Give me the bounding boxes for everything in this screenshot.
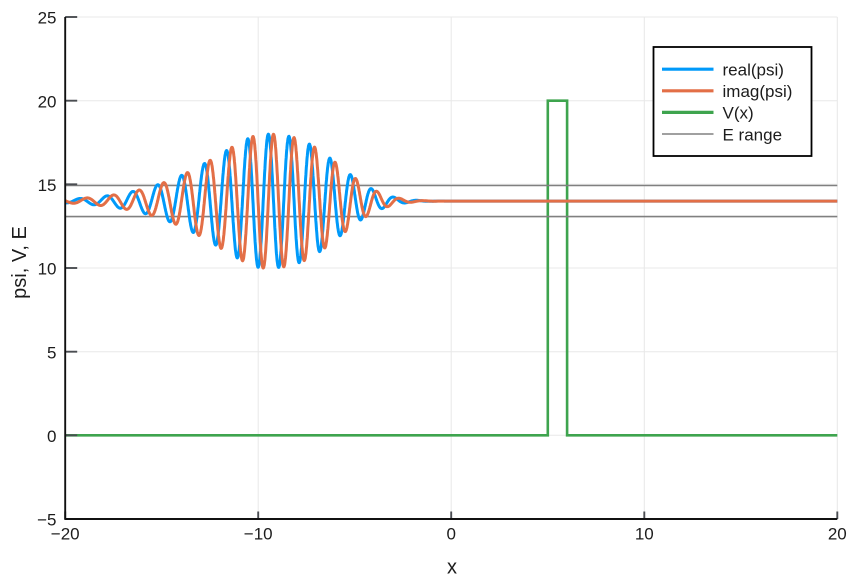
svg-text:real(psi): real(psi) [723, 61, 784, 80]
svg-text:−5: −5 [37, 511, 56, 530]
svg-text:10: 10 [635, 525, 654, 544]
svg-text:E range: E range [723, 125, 783, 144]
svg-text:x: x [447, 557, 457, 577]
svg-text:V(x): V(x) [723, 104, 754, 123]
svg-text:−10: −10 [244, 525, 273, 544]
svg-text:5: 5 [47, 343, 56, 362]
svg-text:−20: −20 [51, 525, 80, 544]
svg-text:20: 20 [828, 525, 847, 544]
svg-text:0: 0 [47, 427, 56, 446]
svg-text:15: 15 [38, 176, 57, 195]
svg-text:0: 0 [446, 525, 455, 544]
svg-text:25: 25 [38, 9, 57, 28]
svg-text:20: 20 [38, 92, 57, 111]
svg-text:psi, V, E: psi, V, E [9, 226, 31, 299]
svg-text:imag(psi): imag(psi) [723, 82, 793, 101]
svg-text:10: 10 [38, 260, 57, 279]
